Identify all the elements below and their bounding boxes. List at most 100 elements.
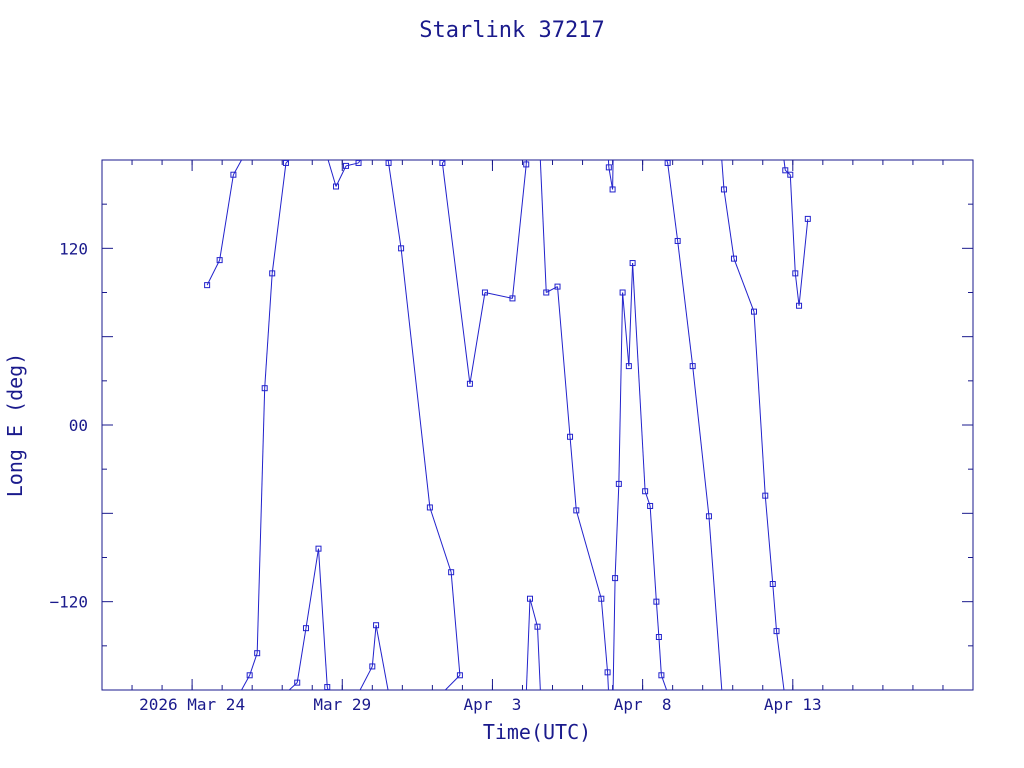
series-segment xyxy=(296,628,307,683)
data-point xyxy=(254,650,261,657)
series-segment xyxy=(608,167,614,190)
series-segment xyxy=(632,263,646,492)
data-point xyxy=(355,160,362,166)
series-segment xyxy=(753,311,766,496)
data-point xyxy=(315,545,322,552)
series-segment xyxy=(400,248,431,508)
series-segment xyxy=(359,666,373,690)
data-point xyxy=(509,295,516,302)
data-point xyxy=(204,282,211,289)
series-segment xyxy=(764,495,774,585)
data-point xyxy=(269,270,276,277)
y-axis: 120 00 −120 xyxy=(49,159,973,691)
data-point xyxy=(750,308,757,315)
data-point xyxy=(448,569,455,576)
data-point xyxy=(619,289,626,296)
plot-area xyxy=(204,160,811,690)
series-segment xyxy=(721,160,725,190)
data-point xyxy=(804,215,811,222)
data-point xyxy=(642,488,649,495)
data-point xyxy=(720,186,727,193)
series-segment xyxy=(628,263,634,367)
y-axis-label: Long E (deg) xyxy=(3,353,27,498)
data-point xyxy=(615,480,622,487)
data-point xyxy=(773,628,780,635)
series-segment xyxy=(206,259,221,286)
series-segment xyxy=(776,631,785,690)
data-point xyxy=(246,672,253,679)
series-segment xyxy=(600,598,609,673)
data-point xyxy=(466,380,473,387)
data-point xyxy=(655,634,662,640)
series-segment xyxy=(539,160,547,293)
data-point xyxy=(302,625,309,632)
data-point xyxy=(573,507,580,514)
data-point xyxy=(216,257,223,264)
data-point xyxy=(333,183,340,190)
series-segment xyxy=(612,578,616,690)
chart-title: Starlink 37217 xyxy=(419,18,604,43)
x-tick-label: Apr 3 xyxy=(464,695,522,714)
data-point xyxy=(456,672,463,679)
x-axis-label: Time(UTC) xyxy=(483,720,591,744)
series-segment xyxy=(667,162,679,242)
series-segment xyxy=(569,436,577,511)
series-segment xyxy=(655,601,660,638)
data-point xyxy=(534,623,541,630)
data-point xyxy=(230,171,237,178)
data-point xyxy=(782,167,789,174)
series-segment xyxy=(249,653,258,676)
series-segment xyxy=(612,160,614,190)
series-segment xyxy=(546,286,558,293)
series-segment xyxy=(557,286,571,437)
series-segment xyxy=(317,548,328,688)
data-point xyxy=(526,595,533,602)
data-point xyxy=(730,255,737,262)
data-point xyxy=(604,669,611,676)
x-axis: 2026 Mar 24 Mar 29 Apr 3 Apr 8 Apr 13 xyxy=(101,160,974,714)
series-segment xyxy=(264,273,273,389)
series-segment xyxy=(469,292,486,384)
series-segment xyxy=(305,548,319,629)
series-segment xyxy=(794,273,800,306)
series-segment xyxy=(649,505,657,602)
series-segment xyxy=(288,682,298,690)
data-point xyxy=(658,672,665,679)
series-segment xyxy=(388,162,402,249)
series-segment xyxy=(375,625,389,690)
x-tick-label: Mar 29 xyxy=(313,695,371,714)
data-point xyxy=(373,622,380,629)
series-segment xyxy=(692,366,710,517)
series-segment xyxy=(783,160,786,171)
data-point xyxy=(554,283,561,290)
x-tick-label: Apr 13 xyxy=(764,695,822,714)
series-segment xyxy=(271,162,287,274)
data-point xyxy=(439,160,446,166)
data-point xyxy=(324,684,331,690)
data-point xyxy=(653,598,660,605)
plot-frame xyxy=(101,159,974,691)
data-point xyxy=(769,581,776,587)
data-point xyxy=(625,363,632,370)
series-segment xyxy=(618,292,624,484)
series-segment xyxy=(371,625,377,667)
series-segment xyxy=(256,388,266,654)
data-point xyxy=(612,575,619,582)
data-point xyxy=(261,385,268,392)
x-tick-label: Apr 8 xyxy=(614,695,672,714)
data-point xyxy=(567,433,574,440)
data-point xyxy=(609,186,616,193)
series-segment xyxy=(511,164,527,299)
series-segment xyxy=(441,162,471,384)
x-tick-label: 2026 Mar 24 xyxy=(139,695,245,714)
y-tick-label: 120 xyxy=(59,239,88,258)
series-segment xyxy=(798,218,809,306)
data-point xyxy=(294,679,301,686)
data-point xyxy=(598,595,605,602)
series-segment xyxy=(723,189,735,259)
series-segment xyxy=(733,258,755,312)
series-segment xyxy=(525,598,531,690)
series-group xyxy=(204,160,811,690)
series-segment xyxy=(789,174,796,274)
